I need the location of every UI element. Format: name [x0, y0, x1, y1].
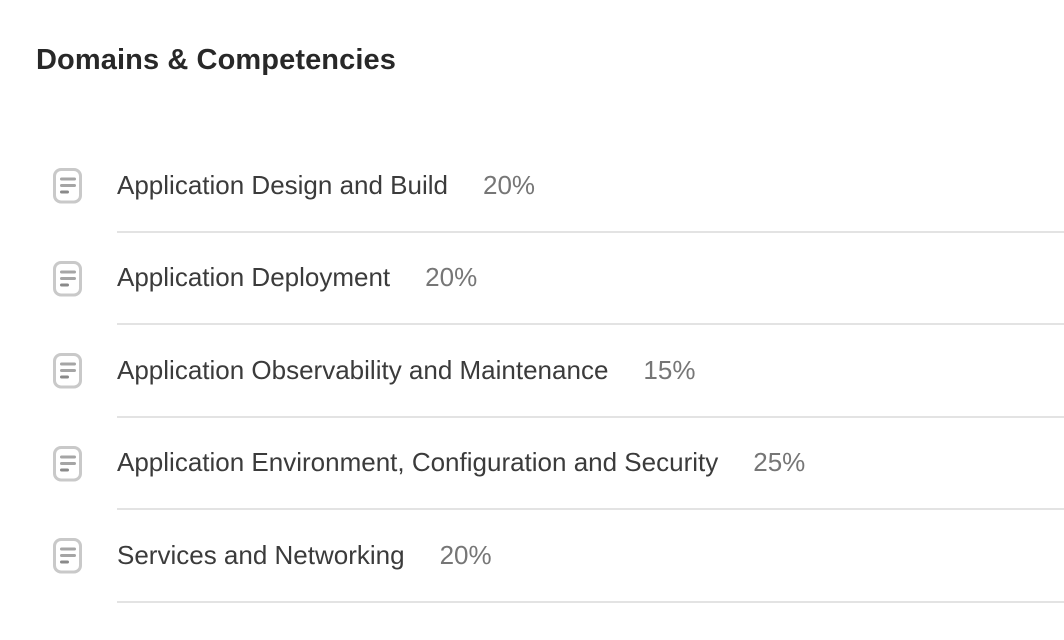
domain-label: Application Design and Build: [117, 169, 448, 200]
domain-icon-column: [0, 233, 117, 326]
domain-weight: 15%: [643, 354, 696, 385]
domain-icon-column: [0, 140, 117, 233]
domain-row[interactable]: Application Observability and Maintenanc…: [0, 325, 1064, 418]
domain-row-content: Application Deployment 20%: [117, 233, 1064, 325]
domain-label: Application Deployment: [117, 262, 391, 293]
domain-label: Services and Networking: [117, 539, 405, 570]
domain-row[interactable]: Application Design and Build 20%: [0, 140, 1064, 233]
document-icon: [53, 168, 83, 204]
domain-row[interactable]: Application Deployment 20%: [0, 233, 1064, 326]
domains-list: Application Design and Build 20% Applica…: [0, 140, 1064, 603]
document-icon: [53, 260, 83, 297]
document-icon: [53, 538, 83, 574]
domain-row-content: Services and Networking 20%: [117, 510, 1064, 603]
domain-icon-column: [0, 325, 117, 418]
domain-row-content: Application Observability and Maintenanc…: [117, 325, 1064, 418]
document-icon: [53, 445, 83, 482]
domain-row-content: Application Design and Build 20%: [117, 140, 1064, 233]
domain-weight: 20%: [483, 169, 536, 200]
domain-weight: 20%: [425, 262, 478, 293]
domain-icon-column: [0, 418, 117, 511]
domain-label: Application Environment, Configuration a…: [117, 447, 719, 478]
domain-weight: 25%: [753, 447, 806, 478]
page-title: Domains & Competencies: [36, 44, 396, 76]
document-icon: [53, 353, 83, 389]
domain-weight: 20%: [439, 539, 492, 570]
domain-icon-column: [0, 510, 117, 603]
domain-row[interactable]: Services and Networking 20%: [0, 510, 1064, 603]
domain-row-content: Application Environment, Configuration a…: [117, 418, 1064, 510]
domain-row[interactable]: Application Environment, Configuration a…: [0, 418, 1064, 511]
domain-label: Application Observability and Maintenanc…: [117, 354, 609, 385]
